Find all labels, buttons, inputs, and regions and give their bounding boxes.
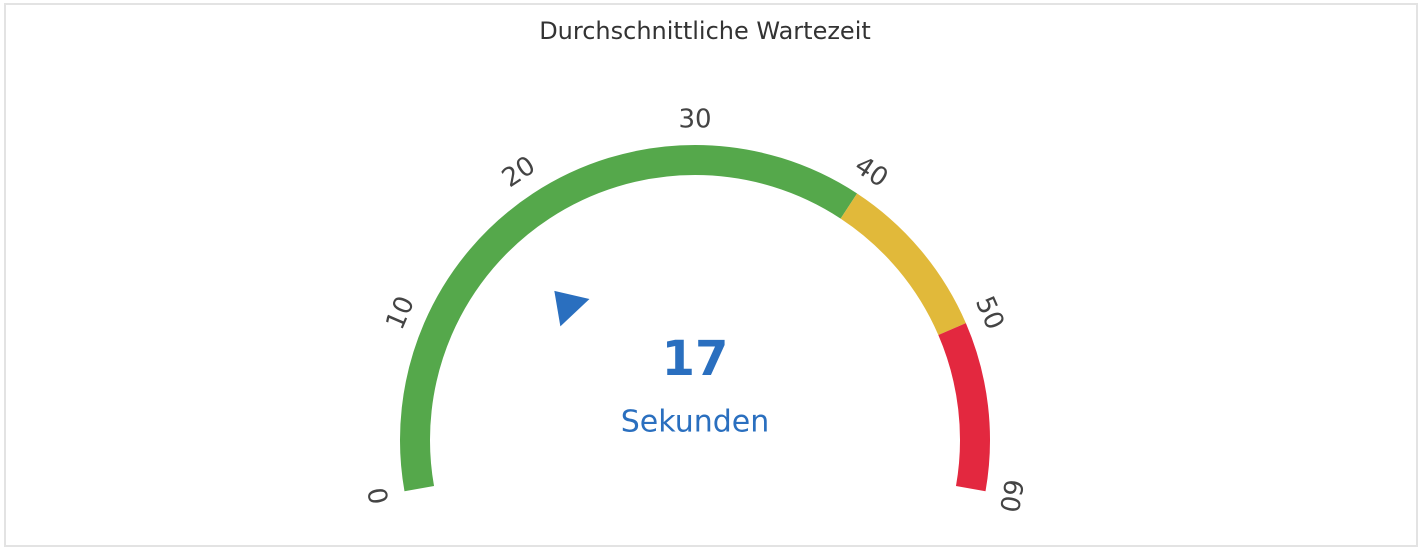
- tick-label: 30: [678, 105, 711, 135]
- gauge-unit: Sekunden: [621, 405, 770, 440]
- gauge-value: 17: [662, 331, 729, 387]
- gauge-band: [840, 193, 966, 336]
- tick-label: 60: [993, 477, 1028, 515]
- gauge-pointer: [554, 290, 590, 327]
- gauge-band: [938, 323, 990, 492]
- card-border: [4, 3, 1418, 547]
- gauge-band: [400, 145, 858, 492]
- chart-title: Durchschnittliche Wartezeit: [539, 17, 871, 45]
- tick-label: 0: [363, 485, 395, 507]
